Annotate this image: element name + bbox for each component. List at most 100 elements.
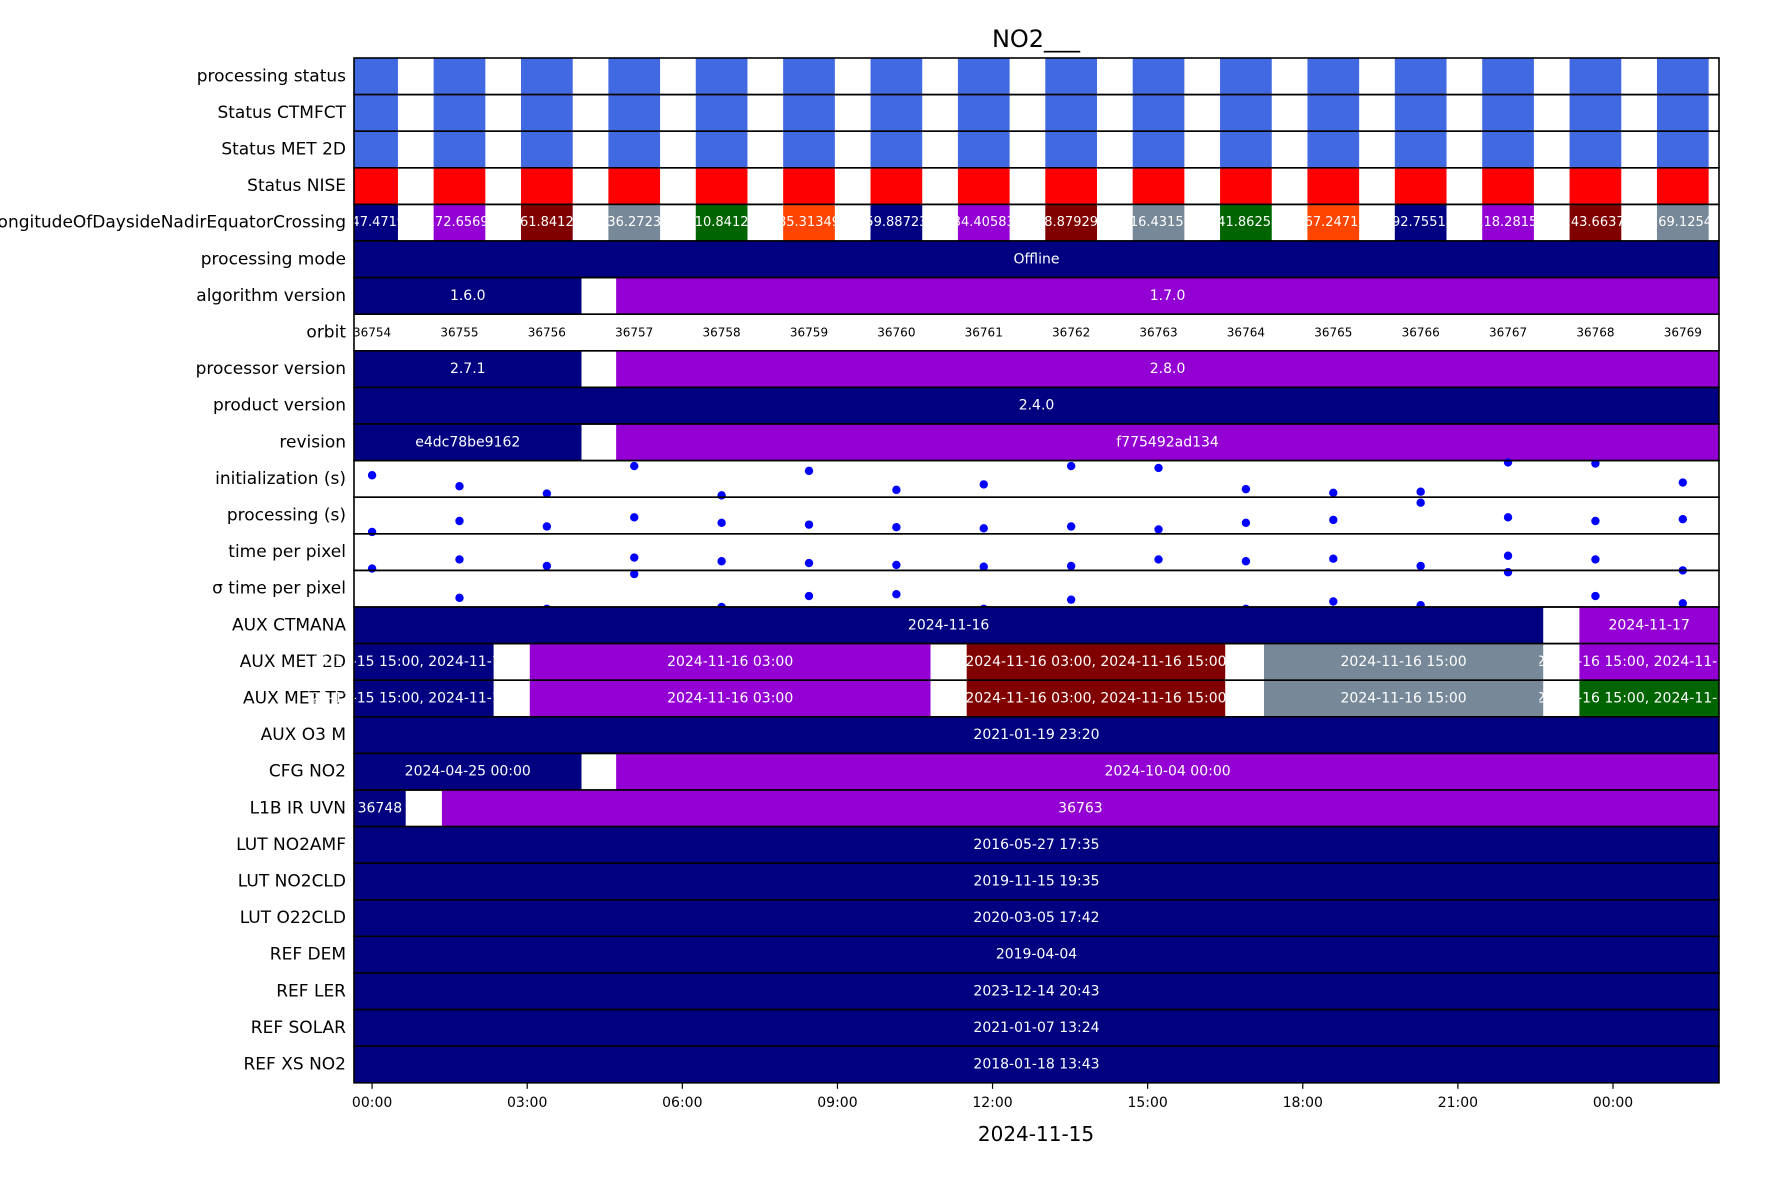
orbit-cell [1656, 131, 1709, 168]
orbit-cell [521, 58, 573, 95]
data-point [892, 485, 901, 495]
data-point [542, 561, 552, 571]
orbit-cell [1482, 94, 1534, 132]
orbit-cell [695, 131, 748, 168]
orbit-cell [1394, 131, 1447, 168]
orbit-cell [1482, 58, 1534, 95]
row-processing-s-: processing (s) [227, 496, 1720, 537]
orbit-cell [1307, 94, 1360, 132]
row-label: time per pixel [228, 542, 346, 562]
row-label: REF XS NO2 [244, 1055, 347, 1075]
orbit-cell-value: -41.86258 [1213, 215, 1280, 230]
segment-label: 2023-12-14 20:43 [973, 983, 1099, 999]
orbit-cell [1394, 94, 1447, 132]
row-aux-ctmana: AUX CTMANA 2024-11-16 2024-11-17 [232, 606, 1720, 645]
segment-bar [354, 936, 1719, 973]
data-point [455, 593, 464, 603]
orbit-cell [1220, 204, 1272, 241]
orbit-cell [1656, 58, 1709, 95]
row-lut-no2amf: LUT NO2AMF 2016-05-27 17:35 [236, 825, 1720, 864]
row-aux-o3-m: AUX O3 M 2021-01-19 23:20 [261, 715, 1720, 755]
orbit-cell-value: -92.75510 [1387, 215, 1454, 230]
orbit-cell [608, 131, 661, 168]
orbit-cell [1569, 204, 1622, 241]
row-status-ctmfct: Status CTMFCT [217, 93, 1720, 132]
x-tick-label: 15:00 [1127, 1095, 1167, 1111]
row-label: processing (s) [227, 506, 346, 526]
orbit-cell-value: -169.12541 [1645, 215, 1720, 230]
row-processing-status: processing status [197, 57, 1720, 96]
data-point [1066, 522, 1076, 531]
orbit-cell [870, 58, 923, 95]
orbit-cell [1482, 204, 1534, 241]
orbit-cell-value: -67.24716 [1300, 215, 1367, 230]
data-point [455, 482, 464, 491]
x-tick-label: 09:00 [817, 1095, 857, 1111]
data-point [1154, 525, 1163, 534]
segment-label: 2019-11-15 19:35 [973, 874, 1099, 890]
row-label: revision [279, 432, 346, 452]
orbit-cell-value: 136.27232 [599, 215, 669, 230]
data-point [892, 560, 901, 570]
segment-bar [441, 790, 1720, 827]
orbit-cell-value: 59.88723 [865, 215, 927, 230]
segment-bar [354, 241, 1719, 278]
orbit-cell [1482, 167, 1534, 205]
orbit-cell [433, 167, 486, 205]
orbit-number: 36754 [353, 326, 391, 340]
data-point [455, 555, 464, 564]
segment-label: 2016-05-27 17:35 [973, 837, 1099, 853]
data-point [804, 520, 814, 529]
orbit-number: 36755 [440, 326, 478, 340]
segment-bar [354, 1009, 1719, 1047]
row-frame [353, 459, 1720, 499]
orbit-cell [608, 204, 661, 241]
row-l1b-ir-uvn: L1B IR UVN 36748 36763 [250, 789, 1720, 828]
data-point [1066, 561, 1076, 571]
orbit-cell [1482, 131, 1534, 168]
segment-bar [616, 350, 1719, 388]
row-ref-dem: REF DEM 2019-04-04 [270, 935, 1720, 974]
row-label: product version [213, 396, 346, 416]
orbit-cell-value: -118.28156 [1471, 215, 1546, 230]
orbit-cell [870, 131, 923, 168]
data-point [1416, 561, 1425, 571]
segment-bar [966, 643, 1226, 681]
orbit-cell [1656, 94, 1709, 132]
segment-label: 2021-01-19 23:20 [973, 727, 1099, 743]
segment-bar [529, 643, 931, 681]
segment-bar [1264, 680, 1544, 717]
data-point [1416, 498, 1425, 507]
data-point [542, 489, 552, 498]
orbit-cell [1132, 94, 1185, 132]
row-time-per-pixel: time per pixel [228, 532, 1720, 575]
segment-label: 36763 [1058, 800, 1103, 816]
orbit-cell-value: 85.31349 [778, 215, 840, 230]
data-point [979, 480, 988, 489]
row-status-nise: Status NISE [247, 167, 1720, 206]
orbit-cell [433, 58, 486, 95]
orbit-cell [1045, 94, 1097, 132]
segment-label: 2024-11-16 03:00, 2024-11-16 15:00 [965, 691, 1226, 707]
orbit-cell [1132, 58, 1185, 95]
segment-label: 2024-11-17 [1609, 617, 1690, 633]
segment-bar [616, 753, 1719, 790]
data-point [1416, 487, 1425, 496]
row-product-version: product version 2.4.0 [213, 386, 1720, 425]
orbit-cell [1656, 167, 1709, 205]
segment-label: 2018-01-18 13:43 [973, 1057, 1099, 1073]
orbit-cell [1569, 58, 1622, 95]
segment-label: 2024-11-16 03:00 [667, 654, 793, 670]
orbit-number: 36769 [1664, 326, 1702, 340]
orbit-cell [1307, 204, 1360, 241]
row-processing-mode: processing mode Offline [201, 240, 1720, 279]
orbit-cell [1045, 167, 1097, 205]
row-label: processing mode [201, 249, 346, 269]
orbit-cell [354, 167, 398, 205]
x-tick-label: 18:00 [1283, 1095, 1323, 1111]
segment-label: f775492ad134 [1116, 434, 1219, 450]
orbit-cell [1307, 58, 1360, 95]
row-cfg-no2: CFG NO2 2024-04-25 00:00 2024-10-04 00:00 [269, 752, 1720, 791]
segment-bar [354, 899, 1719, 937]
